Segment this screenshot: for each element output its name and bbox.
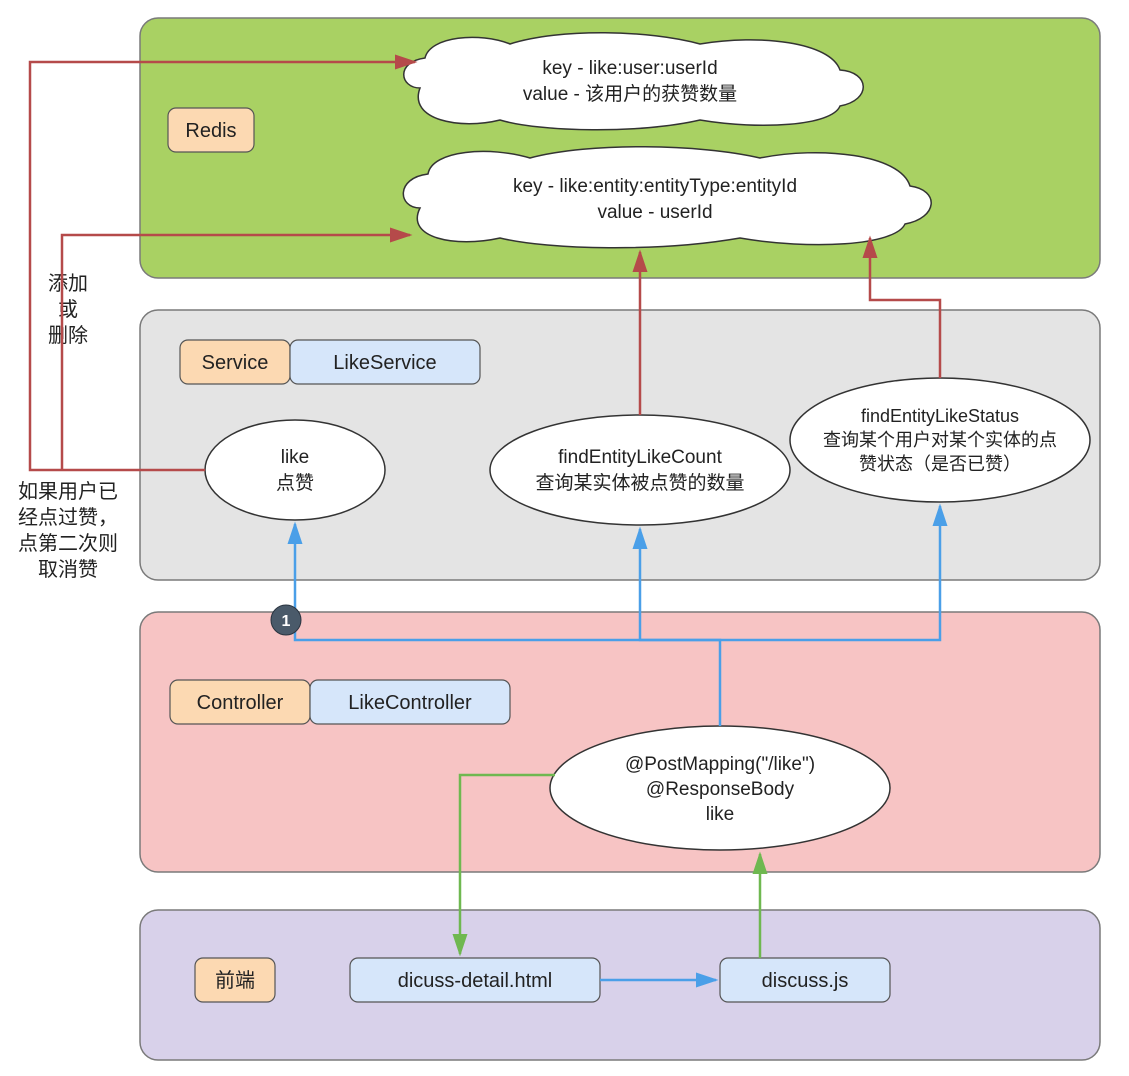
findstatus-l2: 查询某个用户对某个实体的点 [823,430,1057,450]
service-tag-label: Service [202,352,269,374]
findcount-node [490,415,790,525]
side-top-l3: 删除 [48,324,88,347]
cloud-user-line1: key - like:user:userId [542,58,717,79]
discuss-html-label: dicuss-detail.html [398,970,553,992]
side-top-l1: 添加 [48,272,88,295]
cloud-entity-line1: key - like:entity:entityType:entityId [513,176,797,197]
findcount-l1: findEntityLikeCount [558,447,722,468]
like-node-l1: like [281,447,310,468]
service-box-label: LikeService [333,352,436,374]
findstatus-l3: 赞状态（是否已赞） [859,454,1021,474]
pm-l2: @ResponseBody [646,779,795,800]
cloud-entity-line2: value - userId [597,202,712,223]
like-node [205,420,385,520]
findcount-l2: 查询某实体被点赞的数量 [535,472,744,494]
badge-1-label: 1 [282,613,291,630]
frontend-tag-label: 前端 [215,969,255,992]
discuss-js-label: discuss.js [762,970,849,992]
findstatus-l1: findEntityLikeStatus [861,406,1019,426]
side-bot-l2: 经点过赞， [18,506,118,529]
side-bot-l1: 如果用户已 [18,480,118,503]
frontend-layer [140,910,1100,1060]
side-bot-l3: 点第二次则 [18,532,118,555]
controller-box-label: LikeController [348,692,472,714]
cloud-user-line2: value - 该用户的获赞数量 [523,83,737,105]
redis-tag-label: Redis [185,120,236,142]
architecture-diagram: Redis Service LikeService Controller Lik… [0,0,1129,1076]
controller-tag-label: Controller [197,692,284,714]
side-bot-l4: 取消赞 [38,558,98,581]
like-node-l2: 点赞 [276,472,314,494]
redis-cloud-entity [403,147,931,248]
redis-cloud-user [404,33,864,130]
pm-l1: @PostMapping("/like") [625,754,815,775]
pm-l3: like [706,804,735,825]
